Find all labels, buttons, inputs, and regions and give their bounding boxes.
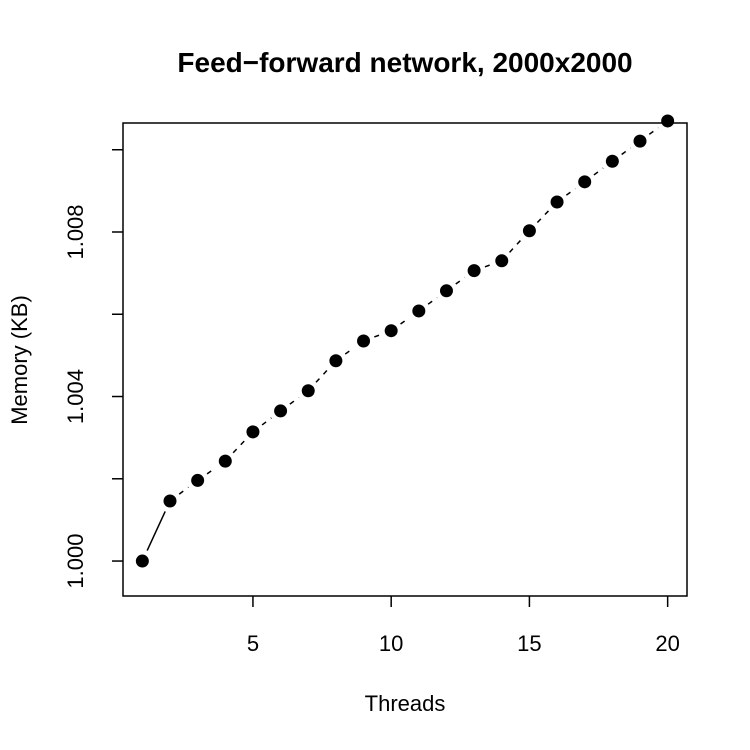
series-line-segment: [206, 467, 217, 475]
series-line-segment: [593, 167, 604, 176]
data-point: [384, 324, 398, 338]
series-line-segment: [621, 147, 632, 156]
data-point: [301, 384, 315, 398]
series-line-segment: [146, 511, 166, 551]
y-tick-label: 1.000: [63, 534, 88, 589]
data-point: [467, 264, 481, 278]
data-point: [605, 154, 619, 168]
x-tick-label: 10: [379, 631, 403, 656]
series-line-segment: [232, 439, 246, 454]
data-point: [329, 354, 343, 368]
data-point: [218, 454, 232, 468]
data-point: [522, 224, 536, 238]
data-point: [274, 404, 288, 418]
data-point: [135, 554, 149, 568]
data-point: [412, 304, 426, 318]
series-line-segment: [648, 127, 659, 135]
series-line-segment: [509, 238, 523, 253]
x-axis-label: Threads: [365, 691, 446, 716]
data-point: [163, 494, 177, 508]
data-point: [439, 284, 453, 298]
series-line-segment: [484, 263, 492, 268]
series-line-segment: [455, 276, 466, 285]
x-tick-label: 5: [247, 631, 259, 656]
y-axis-label: Memory (KB): [7, 295, 32, 425]
series-line-segment: [289, 396, 300, 405]
x-axis: 5 10 15 20: [247, 596, 680, 656]
data-point: [550, 195, 564, 209]
data-point: [357, 334, 371, 348]
data-point: [661, 114, 675, 128]
series-line-segment: [178, 486, 189, 495]
x-tick-label: 15: [517, 631, 541, 656]
series-line-segment: [400, 317, 410, 325]
series-line-segment: [344, 347, 355, 355]
data-point: [246, 425, 260, 439]
series-lines: [146, 127, 659, 551]
data-point: [495, 254, 509, 268]
data-point: [633, 134, 647, 148]
x-tick-label: 20: [655, 631, 679, 656]
chart-title: Feed−forward network, 2000x2000: [177, 47, 632, 78]
plot-area: [122, 122, 688, 597]
series-line-segment: [536, 209, 550, 223]
series-line-segment: [374, 334, 381, 338]
series-line-segment: [315, 368, 329, 383]
series-line-segment: [261, 417, 272, 426]
y-axis: 1.000 1.004 1.008: [63, 148, 123, 589]
data-point: [578, 175, 592, 189]
y-tick-label: 1.008: [63, 204, 88, 259]
series-line-segment: [427, 296, 438, 305]
y-tick-label: 1.004: [63, 369, 88, 424]
series-points: [135, 114, 675, 568]
data-point: [191, 473, 205, 487]
series-line-segment: [565, 187, 576, 196]
